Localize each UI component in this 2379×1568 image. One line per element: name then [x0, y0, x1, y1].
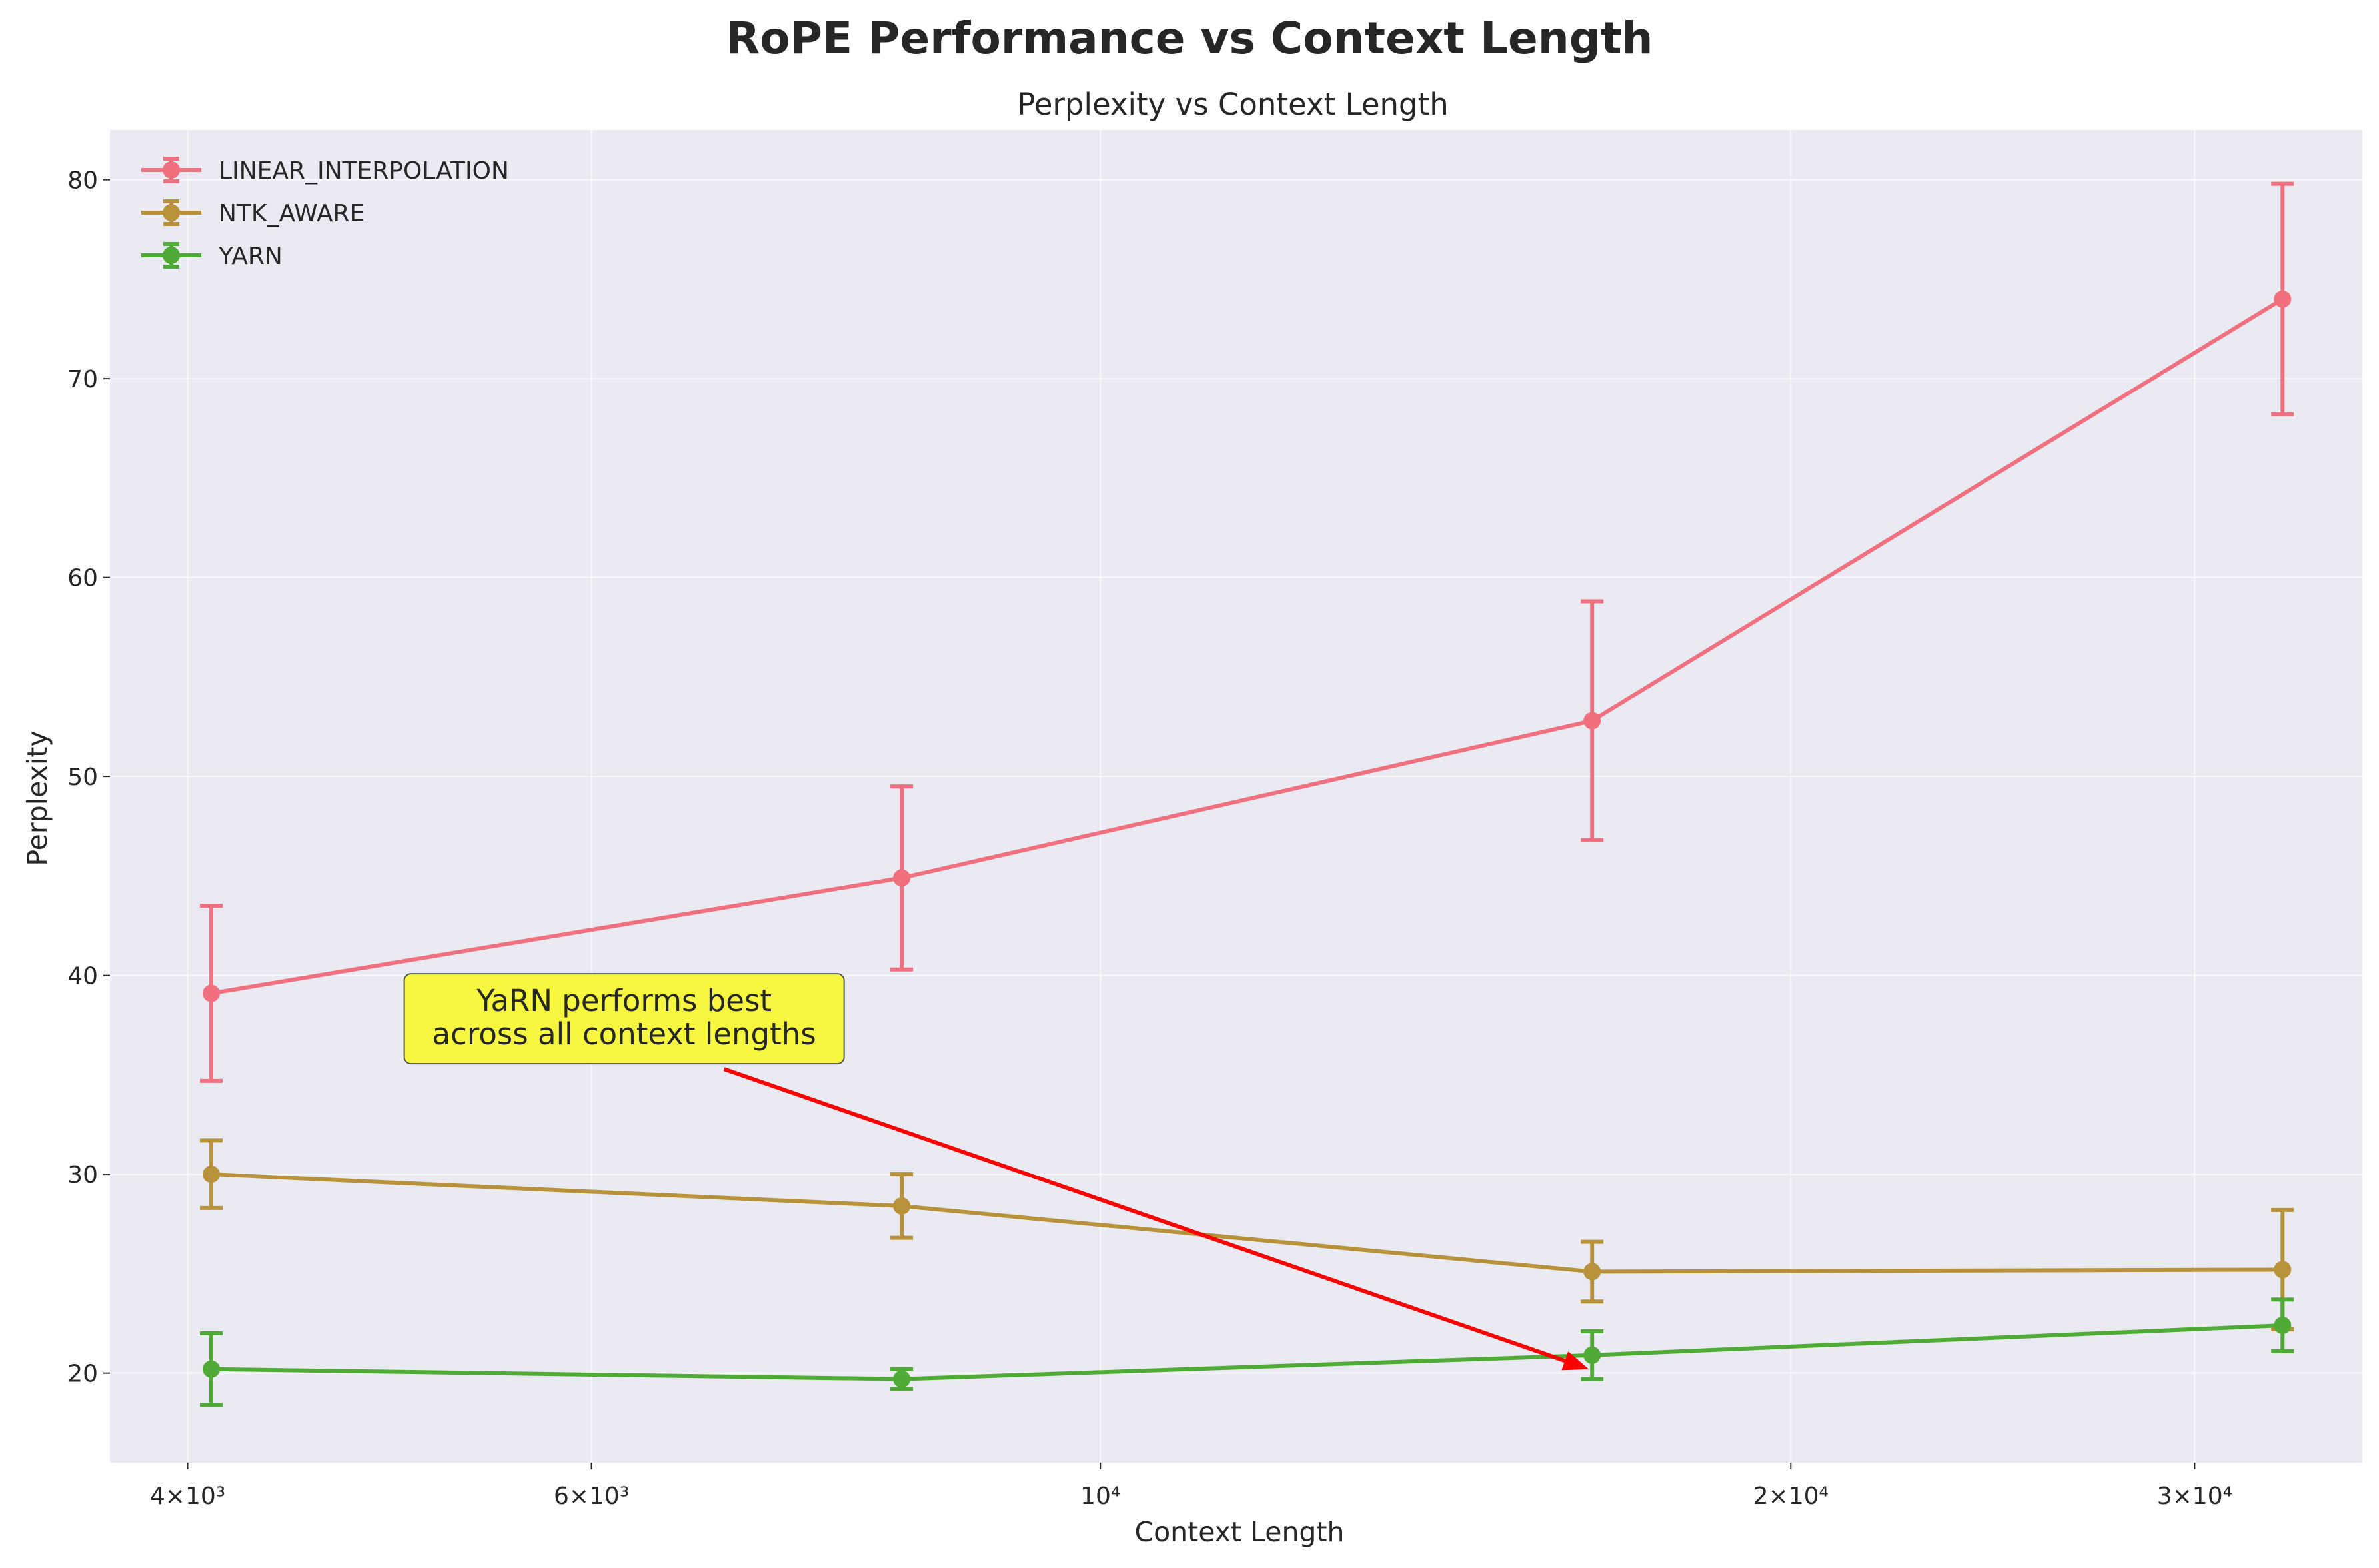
- annotation-text: YaRN performs best: [476, 983, 772, 1018]
- legend-item-linear-interpolation: LINEAR_INTERPOLATION: [141, 157, 509, 185]
- legend-label: YARN: [218, 243, 283, 270]
- series-layer: [199, 181, 2294, 1407]
- legend-item-yarn: YARN: [141, 242, 283, 270]
- x-tick-label: 4×10³: [150, 1483, 225, 1510]
- data-point: [1583, 1263, 1601, 1281]
- y-tick-label: 30: [67, 1162, 98, 1189]
- series-line: [211, 1172, 2283, 1274]
- data-point: [202, 984, 220, 1002]
- legend-marker: [163, 161, 180, 179]
- data-point: [202, 1166, 220, 1183]
- x-tick-label: 3×10⁴: [2157, 1483, 2232, 1510]
- legend: LINEAR_INTERPOLATION NTK_AWARE YARN: [141, 157, 509, 270]
- x-axis-label: Context Length: [1134, 1516, 1344, 1548]
- legend-item-ntk-aware: NTK_AWARE: [141, 199, 365, 227]
- annotation-text: across all context lengths: [432, 1016, 816, 1052]
- annotation-box: [403, 973, 845, 1065]
- y-tick-label: 50: [67, 764, 98, 791]
- data-point: [2274, 1317, 2292, 1335]
- chart-title: RoPE Performance vs Context Length: [726, 13, 1653, 64]
- data-point: [893, 869, 911, 887]
- data-point: [202, 1360, 220, 1378]
- series-line: [211, 1323, 2283, 1381]
- x-tick-label: 2×10⁴: [1753, 1483, 1829, 1510]
- legend-marker: [163, 247, 180, 264]
- y-tick-label: 80: [67, 167, 98, 195]
- x-tick-label: 6×10³: [554, 1483, 629, 1510]
- data-point: [1583, 712, 1601, 730]
- y-tick-label: 60: [67, 565, 98, 592]
- y-tick-label: 40: [67, 963, 98, 990]
- legend-label: NTK_AWARE: [219, 200, 365, 227]
- axes: 20 30 40 50 60 70 80 4×10³ 6×10³ 10⁴ 2×10⁴ 3×10⁴: [67, 167, 2232, 1510]
- data-point: [893, 1197, 911, 1215]
- y-tick-label: 20: [67, 1361, 98, 1388]
- data-point: [2274, 1261, 2292, 1279]
- annotation-arrow: [723, 1067, 1566, 1363]
- data-point: [893, 1370, 911, 1388]
- data-point: [2274, 290, 2292, 308]
- series-line: [211, 297, 2284, 996]
- plot-area: [110, 130, 2362, 1463]
- legend-marker: [163, 204, 180, 221]
- chart-subtitle: Perplexity vs Context Length: [1017, 87, 1449, 122]
- legend-label: LINEAR_INTERPOLATION: [219, 157, 509, 185]
- y-axis-label: Perplexity: [21, 730, 53, 866]
- series-yarn: [199, 1297, 2294, 1407]
- y-tick-label: 70: [67, 366, 98, 393]
- data-point: [1583, 1346, 1601, 1364]
- series-linear-interpolation: [199, 181, 2294, 1083]
- x-tick-label: 10⁴: [1080, 1483, 1120, 1510]
- annotation-arrowhead: [1561, 1351, 1589, 1371]
